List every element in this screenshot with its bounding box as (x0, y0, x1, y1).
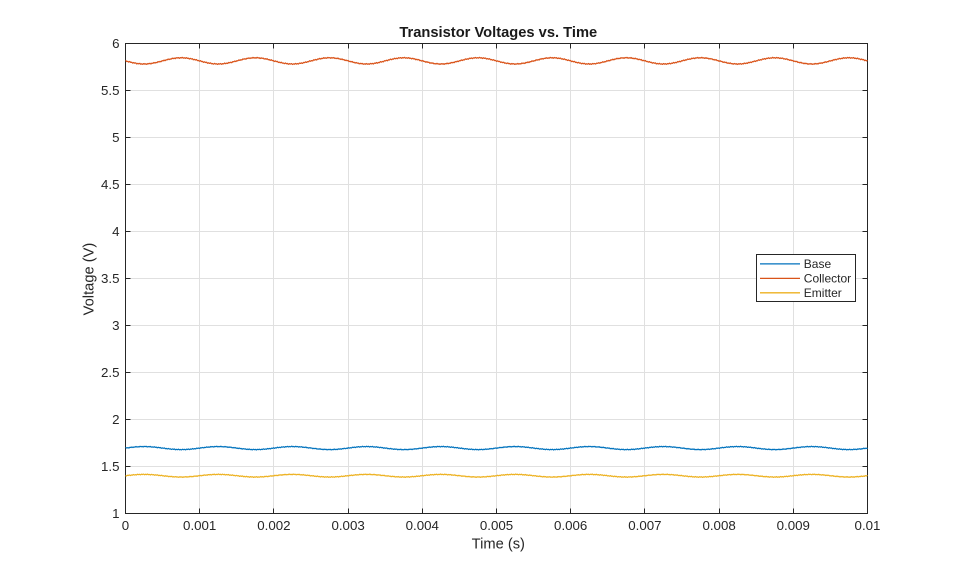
svg-text:0.006: 0.006 (554, 518, 587, 533)
svg-text:1.5: 1.5 (101, 459, 120, 474)
svg-text:0.003: 0.003 (331, 518, 364, 533)
svg-text:6: 6 (112, 36, 119, 51)
svg-text:0.001: 0.001 (183, 518, 216, 533)
svg-text:Base: Base (804, 257, 832, 271)
svg-text:3: 3 (112, 318, 119, 333)
svg-text:5.5: 5.5 (101, 83, 120, 98)
svg-text:0.004: 0.004 (406, 518, 439, 533)
svg-text:5: 5 (112, 130, 119, 145)
svg-text:Transistor Voltages vs. Time: Transistor Voltages vs. Time (399, 25, 597, 41)
svg-text:1: 1 (112, 506, 119, 521)
svg-text:2.5: 2.5 (101, 365, 120, 380)
svg-text:0.008: 0.008 (702, 518, 735, 533)
svg-text:4.5: 4.5 (101, 177, 120, 192)
svg-text:0.009: 0.009 (777, 518, 810, 533)
svg-text:4: 4 (112, 224, 119, 239)
svg-text:Voltage (V): Voltage (V) (82, 243, 98, 316)
svg-text:Emitter: Emitter (804, 286, 842, 300)
svg-text:Collector: Collector (804, 272, 851, 286)
svg-text:0: 0 (122, 518, 129, 533)
svg-text:Time (s): Time (s) (472, 536, 525, 552)
svg-text:0.007: 0.007 (628, 518, 661, 533)
svg-text:3.5: 3.5 (101, 271, 120, 286)
svg-text:0.002: 0.002 (257, 518, 290, 533)
svg-text:0.01: 0.01 (855, 518, 881, 533)
svg-text:0.005: 0.005 (480, 518, 513, 533)
svg-text:2: 2 (112, 412, 119, 427)
